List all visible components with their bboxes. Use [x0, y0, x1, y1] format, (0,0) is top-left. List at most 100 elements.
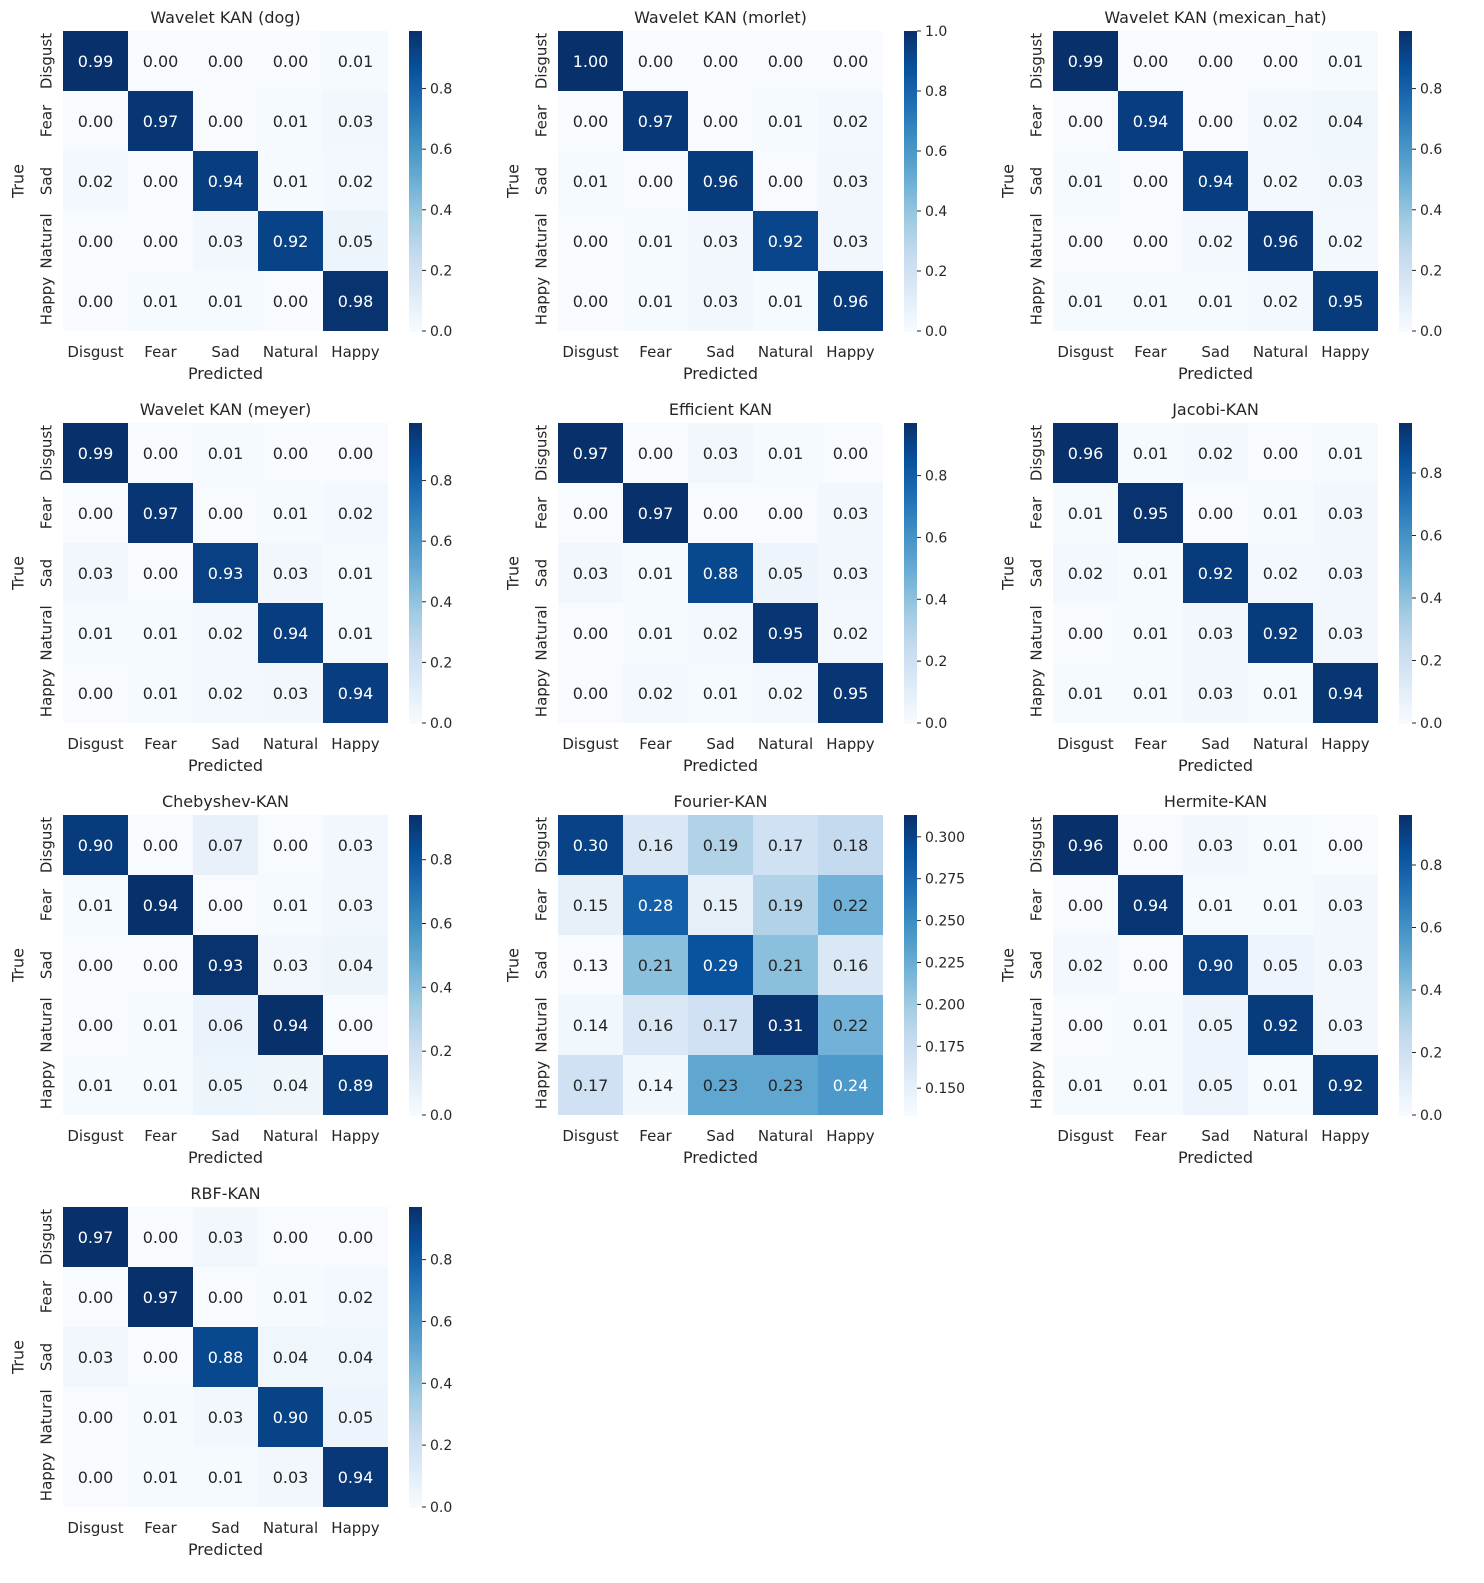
colorbar-segment: [409, 817, 422, 821]
colorbar-segment: [409, 1384, 422, 1388]
cell-value-label: 0.94: [1133, 112, 1169, 131]
colorbar-segment: [904, 211, 917, 215]
colorbar-segment: [1399, 872, 1412, 876]
colorbar-segment: [409, 535, 422, 539]
colorbar-segment: [1399, 61, 1412, 65]
heatmap-cell: [753, 543, 818, 603]
colorbar-segment: [409, 628, 422, 632]
heatmap-cell: [558, 875, 623, 935]
x-tick-label: Natural: [758, 343, 813, 361]
colorbar-tick-label: 0.4: [1420, 591, 1442, 607]
colorbar-segment: [409, 41, 422, 45]
heatmap-cell: [63, 1327, 128, 1387]
y-tick-label: Disgust: [38, 33, 56, 89]
cell-value-label: 0.00: [1263, 444, 1299, 463]
x-tick-label: Fear: [639, 735, 672, 753]
heatmap-cell: [323, 423, 388, 483]
heatmap-cell: [63, 423, 128, 483]
colorbar-segment: [904, 1057, 917, 1061]
colorbar-segment: [904, 895, 917, 899]
colorbar-segment: [1399, 508, 1412, 512]
y-tick-label: Sad: [533, 951, 551, 979]
colorbar-segment: [409, 1262, 422, 1266]
colorbar-segment: [1399, 66, 1412, 70]
colorbar-tick-label: 0.2: [430, 263, 452, 279]
y-tick-label: Happy: [533, 1061, 551, 1110]
colorbar-segment: [904, 925, 917, 929]
colorbar-segment: [409, 830, 422, 834]
colorbar-tick-label: 0.6: [1420, 529, 1442, 545]
heatmap-cell: [753, 483, 818, 543]
x-tick-label: Disgust: [562, 343, 618, 361]
heatmap-cell: [193, 935, 258, 995]
heatmap-cell: [558, 423, 623, 483]
cell-value-label: 0.97: [143, 504, 179, 523]
colorbar-segment: [409, 253, 422, 257]
colorbar-segment: [904, 463, 917, 467]
colorbar-segment: [409, 283, 422, 287]
colorbar-segment: [1399, 940, 1412, 944]
colorbar-segment: [409, 1409, 422, 1413]
cell-value-label: 0.96: [833, 292, 869, 311]
cell-value-label: 0.07: [208, 836, 244, 855]
colorbar-segment: [409, 1015, 422, 1019]
colorbar-segment: [409, 543, 422, 547]
heatmap-cell: [818, 211, 883, 271]
colorbar-segment: [409, 1354, 422, 1358]
colorbar-segment: [409, 650, 422, 654]
colorbar-segment: [409, 1339, 422, 1343]
colorbar-segment: [409, 435, 422, 439]
x-tick-label: Sad: [706, 343, 734, 361]
colorbar-segment: [409, 78, 422, 82]
heatmap-cell: [323, 1447, 388, 1507]
cell-value-label: 0.01: [78, 896, 114, 915]
cell-value-label: 0.01: [1068, 684, 1104, 703]
cell-value-label: 0.94: [273, 624, 309, 643]
colorbar-segment: [409, 1337, 422, 1341]
heatmap-cell: [63, 1267, 128, 1327]
colorbar-segment: [1399, 827, 1412, 831]
colorbar-segment: [904, 51, 917, 55]
colorbar-segment: [904, 268, 917, 272]
cell-value-label: 0.95: [1328, 292, 1364, 311]
x-tick-label: Disgust: [1057, 735, 1113, 753]
colorbar-segment: [1399, 443, 1412, 447]
colorbar-segment: [409, 141, 422, 145]
colorbar-segment: [904, 673, 917, 677]
colorbar-segment: [904, 605, 917, 609]
colorbar-segment: [1399, 640, 1412, 644]
colorbar-segment: [1399, 293, 1412, 297]
colorbar-segment: [904, 470, 917, 474]
cell-value-label: 0.94: [338, 1468, 374, 1487]
colorbar-segment: [409, 610, 422, 614]
colorbar-segment: [409, 932, 422, 936]
colorbar-tick-label: 0.4: [430, 595, 452, 611]
colorbar-segment: [409, 96, 422, 100]
heatmap-cell: [623, 1055, 688, 1115]
colorbar-segment: [409, 897, 422, 901]
colorbar-segment: [1399, 1017, 1412, 1021]
heatmap-cell: [193, 875, 258, 935]
colorbar-segment: [904, 980, 917, 984]
colorbar-segment: [409, 313, 422, 317]
y-axis-label: True: [9, 948, 28, 983]
colorbar-segment: [1399, 960, 1412, 964]
colorbar-segment: [1399, 440, 1412, 444]
heatmap-cell: [1183, 211, 1248, 271]
cell-value-label: 0.00: [273, 836, 309, 855]
colorbar-segment: [1399, 46, 1412, 50]
colorbar-segment: [409, 658, 422, 662]
colorbar-segment: [1399, 126, 1412, 130]
heatmap-cell: [688, 483, 753, 543]
colorbar-segment: [1399, 163, 1412, 167]
colorbar-segment: [409, 493, 422, 497]
colorbar-segment: [1399, 970, 1412, 974]
colorbar-segment: [1399, 965, 1412, 969]
colorbar-segment: [904, 468, 917, 472]
colorbar-segment: [409, 588, 422, 592]
colorbar-segment: [1399, 1090, 1412, 1094]
cell-value-label: 0.00: [1133, 836, 1169, 855]
y-tick-label: Disgust: [1028, 817, 1046, 873]
cell-value-label: 0.01: [1263, 836, 1299, 855]
heatmap-cell: [1248, 543, 1313, 603]
